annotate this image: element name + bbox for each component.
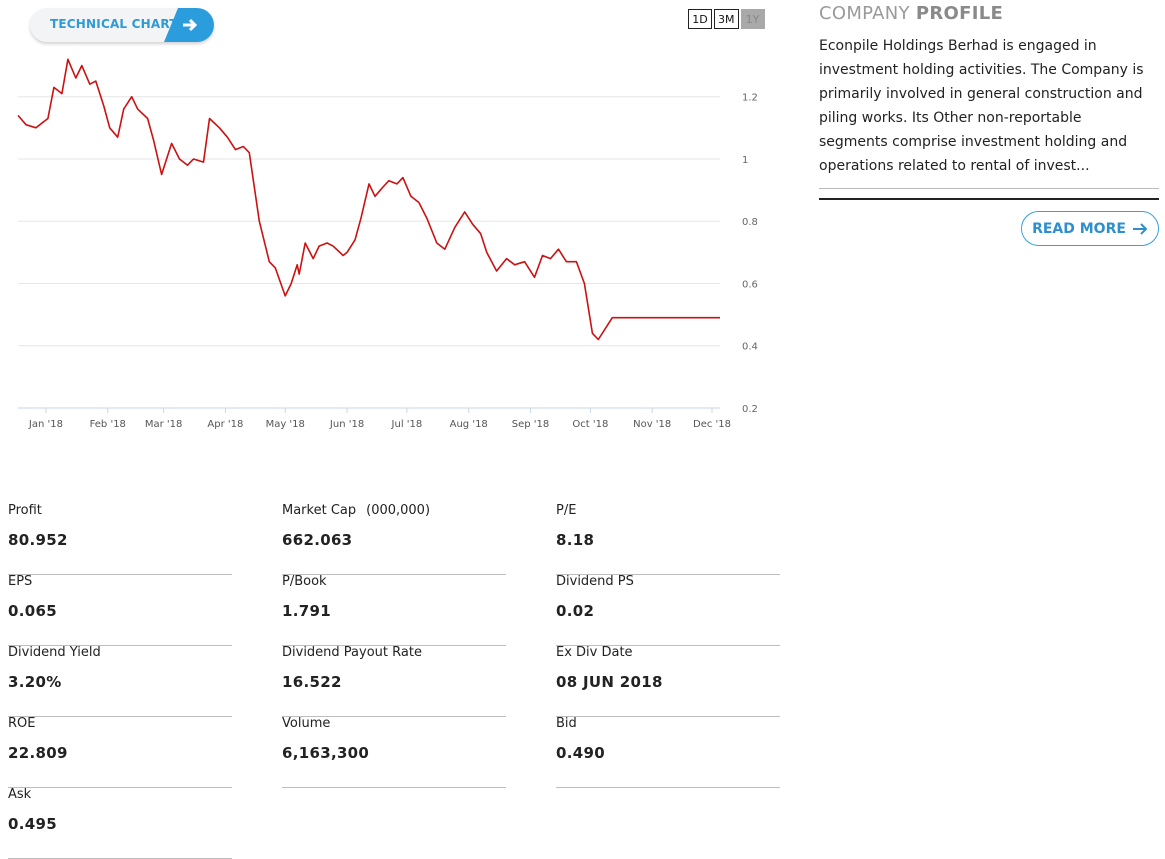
- x-tick-label: Jun '18: [329, 419, 364, 430]
- stat-pe: P/E 8.18: [556, 503, 780, 575]
- technical-chart-label: TECHNICAL CHART: [50, 17, 178, 31]
- stat-value: 0.495: [8, 815, 57, 833]
- x-tick-label: Aug '18: [450, 419, 488, 430]
- stat-value: 08 JUN 2018: [556, 673, 663, 691]
- stat-roe: ROE 22.809: [8, 716, 232, 788]
- stat-dividend-yield: Dividend Yield 3.20%: [8, 645, 232, 717]
- x-tick-label: May '18: [266, 419, 305, 430]
- y-tick-label: 0.6: [742, 279, 758, 290]
- stat-value: 0.065: [8, 602, 57, 620]
- profile-divider: [819, 188, 1159, 189]
- stat-label: Dividend PS: [556, 574, 634, 589]
- technical-chart-button[interactable]: TECHNICAL CHART: [30, 8, 214, 42]
- stat-label: P/Book: [282, 574, 327, 589]
- price-chart: 0.2 0.4 0.6 0.8 1 1.2 Jan '18 Feb '18 Mar '18 Apr…: [17, 58, 758, 430]
- stat-label-text: Market Cap: [282, 503, 357, 518]
- stat-label: Market Cap (000,000): [282, 503, 430, 518]
- profile-heading: COMPANY PROFILE: [819, 3, 1003, 24]
- x-tick-label: Sep '18: [512, 419, 550, 430]
- stat-p-book: P/Book 1.791: [282, 574, 506, 646]
- range-button-3m[interactable]: 3M: [714, 9, 739, 29]
- stat-market-cap: Market Cap (000,000) 662.063: [282, 503, 506, 575]
- stat-dividend-ps: Dividend PS 0.02: [556, 574, 780, 646]
- stat-label: P/E: [556, 503, 577, 518]
- stat-ask: Ask 0.495: [8, 787, 232, 859]
- read-more-label: READ MORE: [1032, 220, 1126, 237]
- stat-value: 16.522: [282, 673, 342, 691]
- range-selector: 1D 3M 1Y: [688, 9, 765, 29]
- stat-label: Dividend Yield: [8, 645, 101, 660]
- stat-value: 80.952: [8, 531, 68, 549]
- stat-unit: (000,000): [366, 503, 431, 518]
- stat-label: Profit: [8, 503, 42, 518]
- stat-value: 0.490: [556, 744, 605, 762]
- range-button-1d[interactable]: 1D: [688, 9, 712, 29]
- x-tick-label: Oct '18: [572, 419, 608, 430]
- stat-label: Dividend Payout Rate: [282, 645, 422, 660]
- profile-divider-bold: [819, 198, 1159, 200]
- read-more-button[interactable]: READ MORE: [1021, 211, 1159, 246]
- stat-label: Ask: [8, 787, 32, 802]
- x-tick-label: Apr '18: [207, 419, 243, 430]
- y-tick-label: 1: [742, 155, 748, 166]
- range-button-1y[interactable]: 1Y: [740, 9, 765, 29]
- stat-label: Ex Div Date: [556, 645, 633, 660]
- stat-value: 0.02: [556, 602, 595, 620]
- y-tick-label: 0.4: [742, 342, 758, 353]
- stat-value: 662.063: [282, 531, 353, 549]
- stat-value: 22.809: [8, 744, 68, 762]
- y-tick-label: 0.2: [742, 404, 758, 415]
- stat-value: 1.791: [282, 602, 331, 620]
- profile-heading-bold: PROFILE: [915, 3, 1004, 24]
- stat-value: 3.20%: [8, 673, 62, 691]
- x-tick-label: Jul '18: [391, 419, 423, 430]
- profile-heading-light: COMPANY: [819, 3, 910, 24]
- stat-value: 6,163,300: [282, 744, 370, 762]
- stat-dividend-payout-rate: Dividend Payout Rate 16.522: [282, 645, 506, 717]
- arrow-right-icon: [164, 8, 214, 42]
- stat-label: ROE: [8, 716, 36, 731]
- stat-eps: EPS 0.065: [8, 574, 232, 646]
- arrow-right-icon: [1132, 222, 1148, 235]
- y-tick-label: 0.8: [742, 217, 758, 228]
- stat-bid: Bid 0.490: [556, 716, 780, 788]
- x-tick-label: Nov '18: [633, 419, 671, 430]
- x-tick-label: Feb '18: [90, 419, 126, 430]
- stat-label: Volume: [282, 716, 331, 731]
- x-tick-label: Jan '18: [28, 419, 63, 430]
- stat-value: 8.18: [556, 531, 595, 549]
- stat-volume: Volume 6,163,300: [282, 716, 506, 788]
- y-tick-label: 1.2: [742, 93, 758, 104]
- x-tick-label: Dec '18: [693, 419, 731, 430]
- stat-label: EPS: [8, 574, 33, 589]
- x-tick-label: Mar '18: [145, 419, 183, 430]
- stat-profit: Profit 80.952: [8, 503, 232, 575]
- price-series-line: [17, 58, 720, 341]
- stat-label: Bid: [556, 716, 577, 731]
- stat-ex-div-date: Ex Div Date 08 JUN 2018: [556, 645, 780, 717]
- profile-description: Econpile Holdings Berhad is engaged in i…: [819, 38, 1144, 174]
